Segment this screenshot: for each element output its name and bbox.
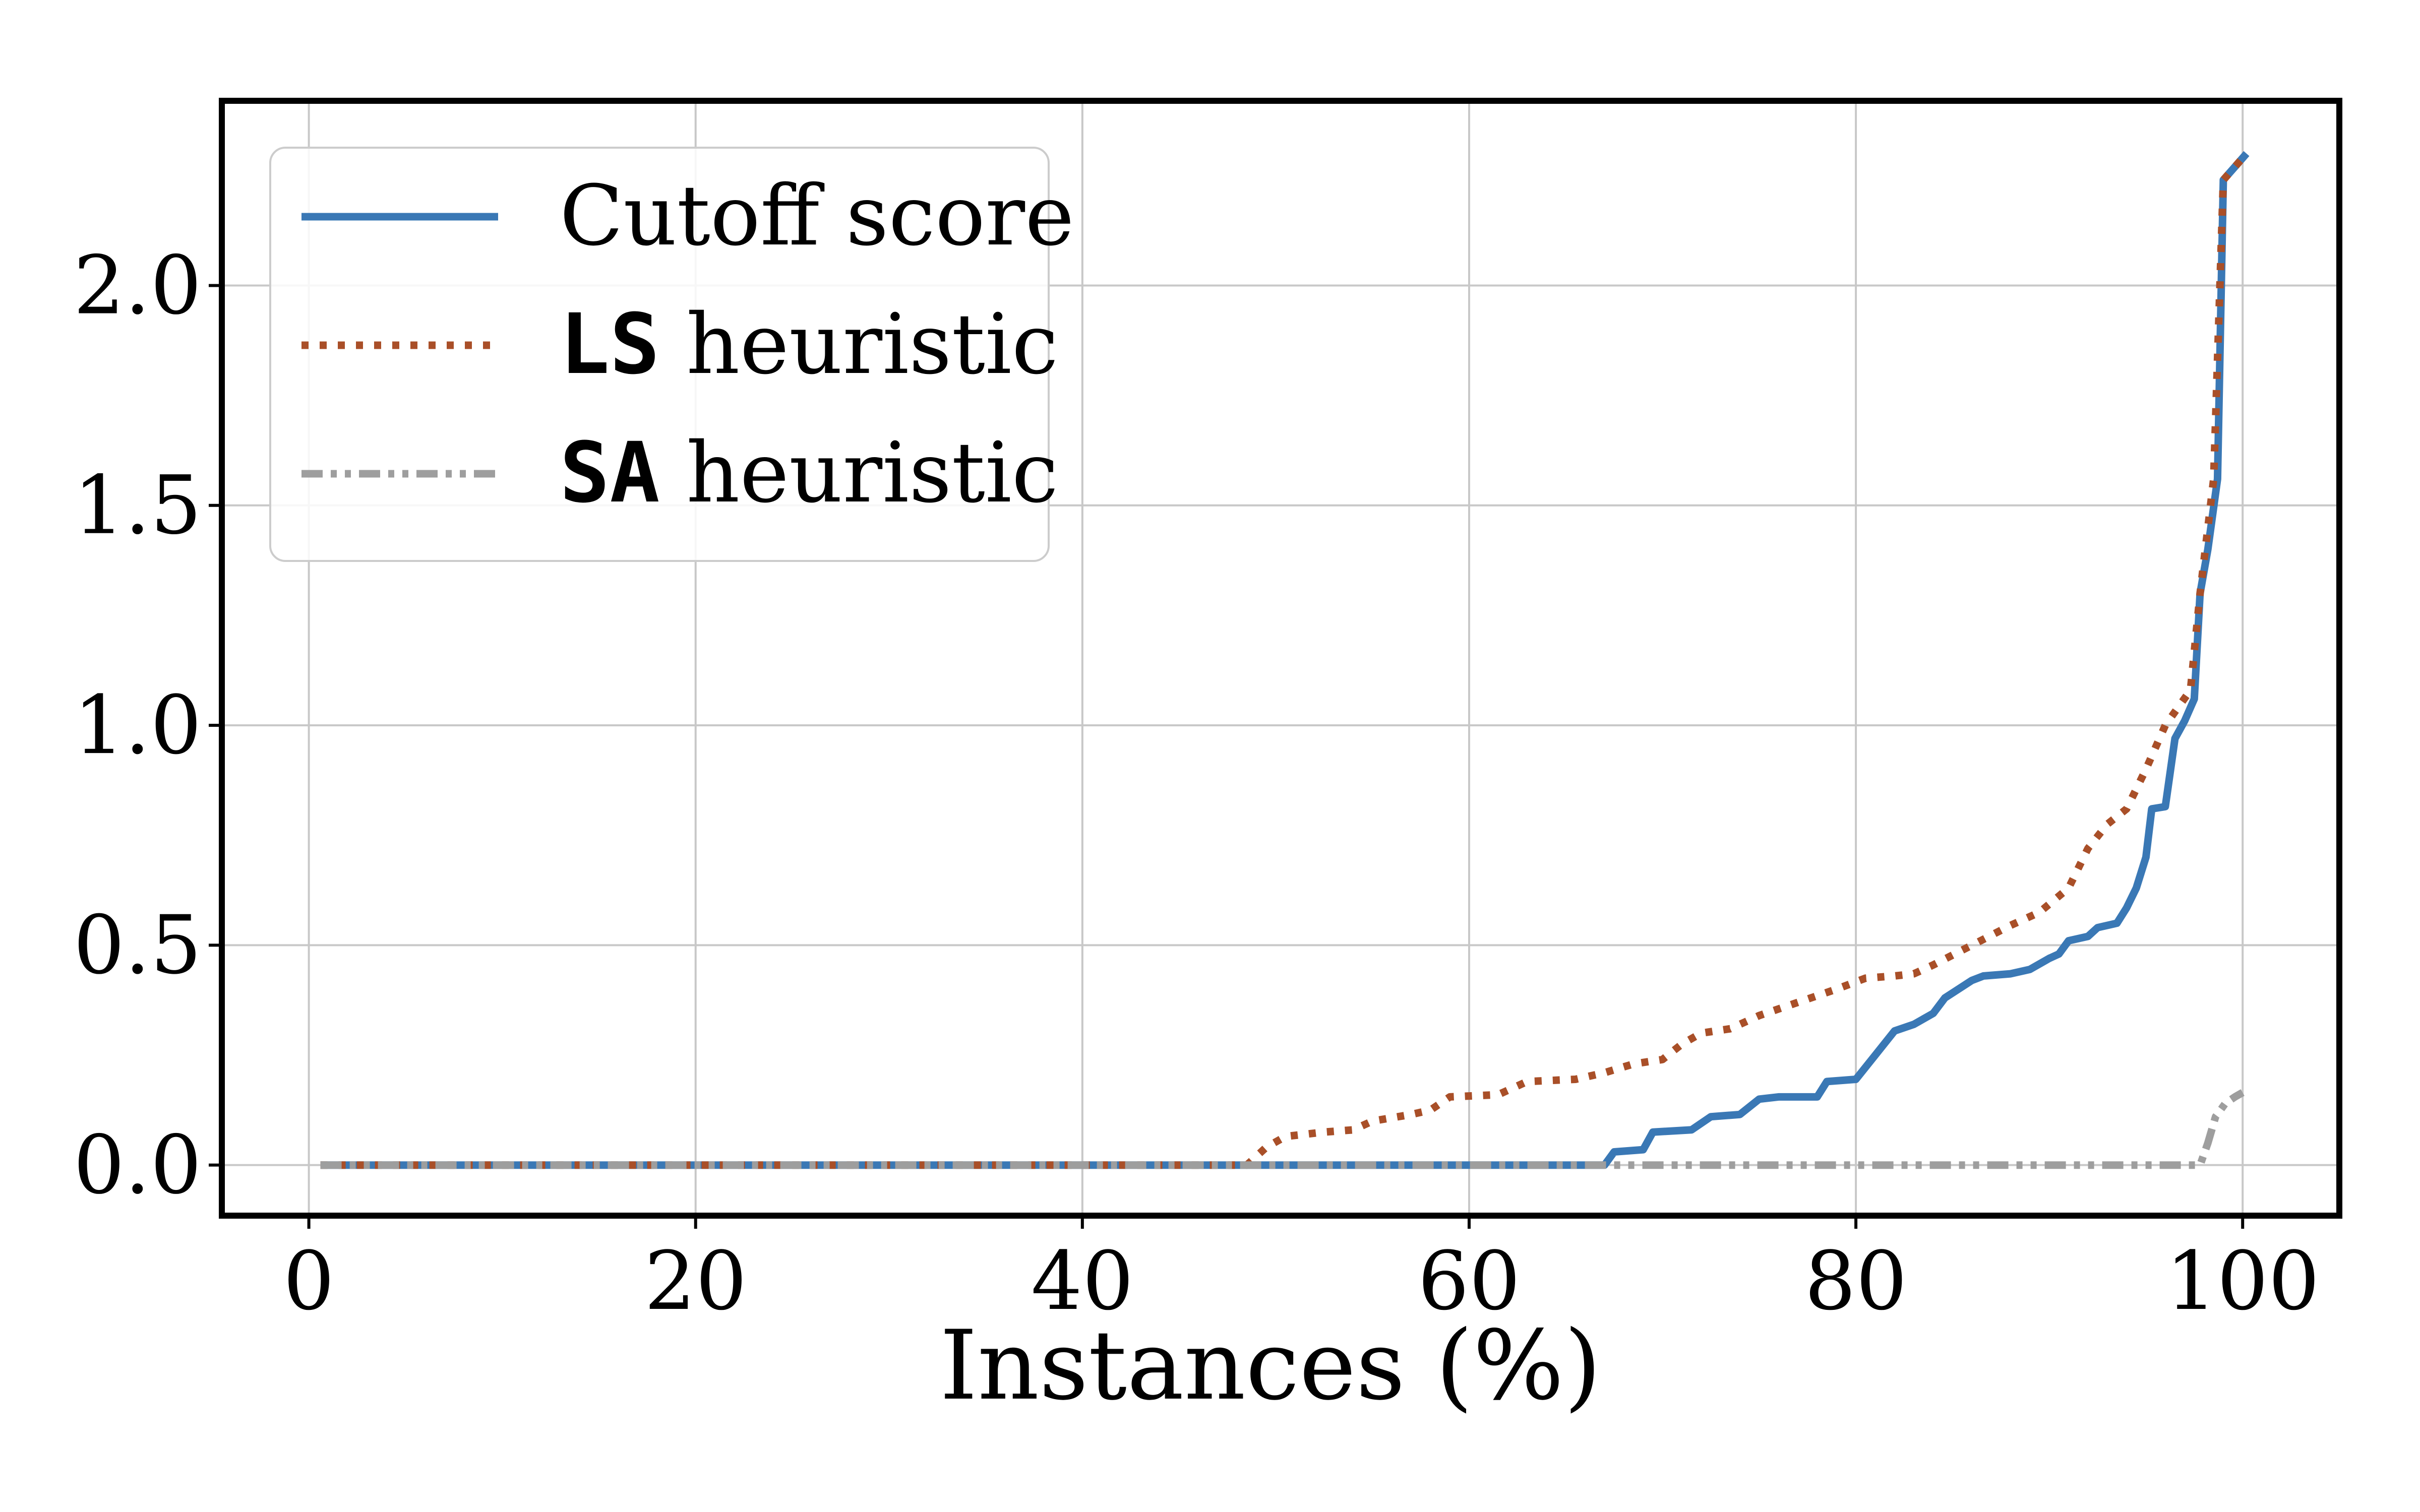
y-tick-label: 0.0: [74, 1118, 202, 1212]
y-tick-label: 2.0: [74, 238, 202, 332]
x-tick-label: 0: [283, 1234, 335, 1328]
y-tick-label: 0.5: [74, 898, 202, 992]
plot-frame: [219, 98, 2342, 1219]
y-axis-ticks: 0.0 0.5 1.0 1.5 2.0: [74, 238, 222, 1212]
x-tick-label: 60: [1418, 1234, 1521, 1328]
y-tick-label: 1.0: [74, 678, 202, 772]
y-tick-label: 1.5: [74, 458, 202, 552]
legend-label-1: LS heuristic: [560, 296, 1058, 393]
x-tick-label: 80: [1804, 1234, 1907, 1328]
x-tick-label: 20: [644, 1234, 747, 1328]
x-tick-label: 40: [1031, 1234, 1134, 1328]
legend-box: [269, 147, 1050, 562]
series-line-1: [320, 151, 2250, 1169]
x-axis-title: Instances (%): [940, 1310, 1601, 1421]
x-axis-ticks: 0 20 40 60 80 100: [283, 1216, 2320, 1328]
legend-label-0: Cutoff score: [560, 167, 1074, 264]
series-lines: [320, 151, 2250, 1169]
legend: Cutoff score LS heuristic SA heuristic: [269, 147, 1074, 562]
x-tick-label: 100: [2166, 1234, 2320, 1328]
series-line-2: [320, 1089, 2245, 1169]
series-line-0: [320, 151, 2250, 1169]
legend-label-2: SA heuristic: [560, 424, 1058, 521]
